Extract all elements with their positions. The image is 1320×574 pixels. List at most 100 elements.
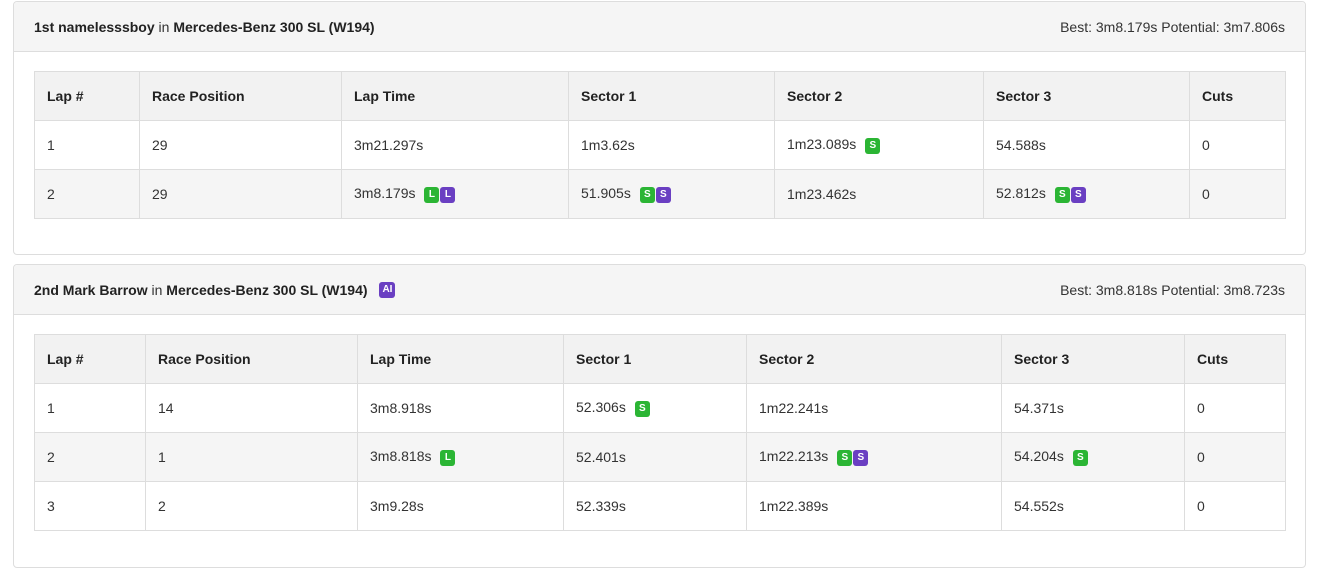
sector-2: 1m23.462s [774,169,984,219]
lap-number: 2 [34,169,140,219]
sector-3-value: 54.371s [1014,400,1064,416]
sector-3: 54.371s [1001,383,1185,433]
ai-driver-badge: AI [379,282,396,299]
car-name[interactable]: Mercedes-Benz 300 SL (W194) [166,282,368,298]
col-sector-1[interactable]: Sector 1 [568,71,775,121]
sector-1-value: 1m3.62s [581,137,635,153]
race-position: 14 [145,383,358,433]
result-panel-2: 2nd Mark Barrow in Mercedes-Benz 300 SL … [13,264,1306,568]
lap-time: 3m8.179s L L [341,169,569,219]
lap-time: 3m9.28s [357,481,564,531]
lap-time-value: 3m8.818s [370,448,432,465]
potential-label: Potential: [1161,19,1220,35]
lap-time: 3m8.918s [357,383,564,433]
overall-best-sector-badge: S [853,449,869,466]
laps-table: Lap # Race Position Lap Time Sector 1 Se… [34,334,1286,531]
laps-table: Lap # Race Position Lap Time Sector 1 Se… [34,71,1286,219]
sector-3: 54.588s [983,120,1190,170]
overall-best-sector-badge: S [1070,186,1086,203]
lap-time-value: 3m9.28s [370,498,424,514]
lap-number: 2 [34,432,146,482]
sector-3: 54.552s [1001,481,1185,531]
sector-1: 52.401s [563,432,747,482]
col-lap-number[interactable]: Lap # [34,334,146,384]
sector-2: 1m22.213s S S [746,432,1002,482]
cuts: 0 [1184,383,1286,433]
race-position: 29 [139,169,342,219]
result-panel-1: 1st namelesssboy in Mercedes-Benz 300 SL… [13,1,1306,255]
personal-best-lap-badge: L [424,186,440,203]
sector-1: 52.306s S [563,383,747,433]
in-text: in [158,19,170,35]
lap-number: 3 [34,481,146,531]
result-header: 2nd Mark Barrow in Mercedes-Benz 300 SL … [14,265,1305,315]
col-sector-2[interactable]: Sector 2 [774,71,984,121]
col-race-position[interactable]: Race Position [139,71,342,121]
col-cuts[interactable]: Cuts [1189,71,1286,121]
table-row: 2 1 3m8.818s L 52.401s 1m22.213s S S 54.204… [34,432,1286,482]
sector-2-value: 1m23.089s [787,136,857,153]
col-lap-time[interactable]: Lap Time [357,334,564,384]
col-sector-1[interactable]: Sector 1 [563,334,747,384]
best-sector-badge: S [639,186,655,203]
sector-2-value: 1m22.213s [759,448,829,465]
sector-1-value: 52.401s [576,449,626,465]
best-label: Best: [1060,282,1092,298]
sector-3: 54.204s S [1001,432,1185,482]
best-sector-badge: S [837,449,853,466]
sector-2-value: 1m22.389s [759,498,829,514]
overall-best-lap-badge: L [440,186,456,203]
finish-position: 1st [34,19,55,35]
table-row: 1 29 3m21.297s 1m3.62s 1m23.089s S 54.588… [34,120,1286,170]
sector-2: 1m23.089s S [774,120,984,170]
sector-2: 1m22.389s [746,481,1002,531]
cuts: 0 [1189,169,1286,219]
best-label: Best: [1060,19,1092,35]
sector-1: 52.339s [563,481,747,531]
sector-2-value: 1m23.462s [787,186,857,202]
table-row: 3 2 3m9.28s 52.339s 1m22.389s 54.552s 0 [34,481,1286,531]
lap-number: 1 [34,120,140,170]
table-row: 2 29 3m8.179s L L 51.905s S S 1m23.462s 52.8… [34,169,1286,219]
race-position: 2 [145,481,358,531]
best-sector-badge: S [1072,449,1088,466]
col-race-position[interactable]: Race Position [145,334,358,384]
col-cuts[interactable]: Cuts [1184,334,1286,384]
lap-summary: Best: 3m8.818s Potential: 3m8.723s [1060,265,1285,315]
best-sector-badge: S [634,400,650,417]
col-sector-3[interactable]: Sector 3 [1001,334,1185,384]
driver-summary: 1st namelesssboy in Mercedes-Benz 300 SL… [34,2,375,52]
lap-summary: Best: 3m8.179s Potential: 3m7.806s [1060,2,1285,52]
sector-3-value: 54.588s [996,137,1046,153]
in-text: in [151,282,163,298]
table-header-row: Lap # Race Position Lap Time Sector 1 Se… [34,334,1286,384]
sector-2: 1m22.241s [746,383,1002,433]
col-sector-3[interactable]: Sector 3 [983,71,1190,121]
sector-1-value: 52.339s [576,498,626,514]
potential-lap-time: 3m8.723s [1223,282,1285,298]
personal-best-lap-badge: L [440,449,456,466]
col-lap-time[interactable]: Lap Time [341,71,569,121]
finish-position: 2nd [34,282,59,298]
overall-best-sector-badge: S [655,186,671,203]
car-name[interactable]: Mercedes-Benz 300 SL (W194) [173,19,375,35]
sector-1-value: 51.905s [581,185,631,202]
race-position: 1 [145,432,358,482]
lap-time-value: 3m8.918s [370,400,432,416]
driver-name[interactable]: namelesssboy [58,19,155,35]
driver-name[interactable]: Mark Barrow [62,282,148,298]
race-position: 29 [139,120,342,170]
sector-3: 52.812s S S [983,169,1190,219]
potential-lap-time: 3m7.806s [1223,19,1285,35]
result-header: 1st namelesssboy in Mercedes-Benz 300 SL… [14,2,1305,52]
sector-1-value: 52.306s [576,399,626,416]
best-sector-badge: S [1054,186,1070,203]
table-row: 1 14 3m8.918s 52.306s S 1m22.241s 54.371s… [34,383,1286,433]
potential-label: Potential: [1161,282,1220,298]
cuts: 0 [1184,481,1286,531]
best-lap-time: 3m8.818s [1095,282,1158,298]
sector-2-value: 1m22.241s [759,400,829,416]
table-header-row: Lap # Race Position Lap Time Sector 1 Se… [34,71,1286,121]
col-sector-2[interactable]: Sector 2 [746,334,1002,384]
col-lap-number[interactable]: Lap # [34,71,140,121]
